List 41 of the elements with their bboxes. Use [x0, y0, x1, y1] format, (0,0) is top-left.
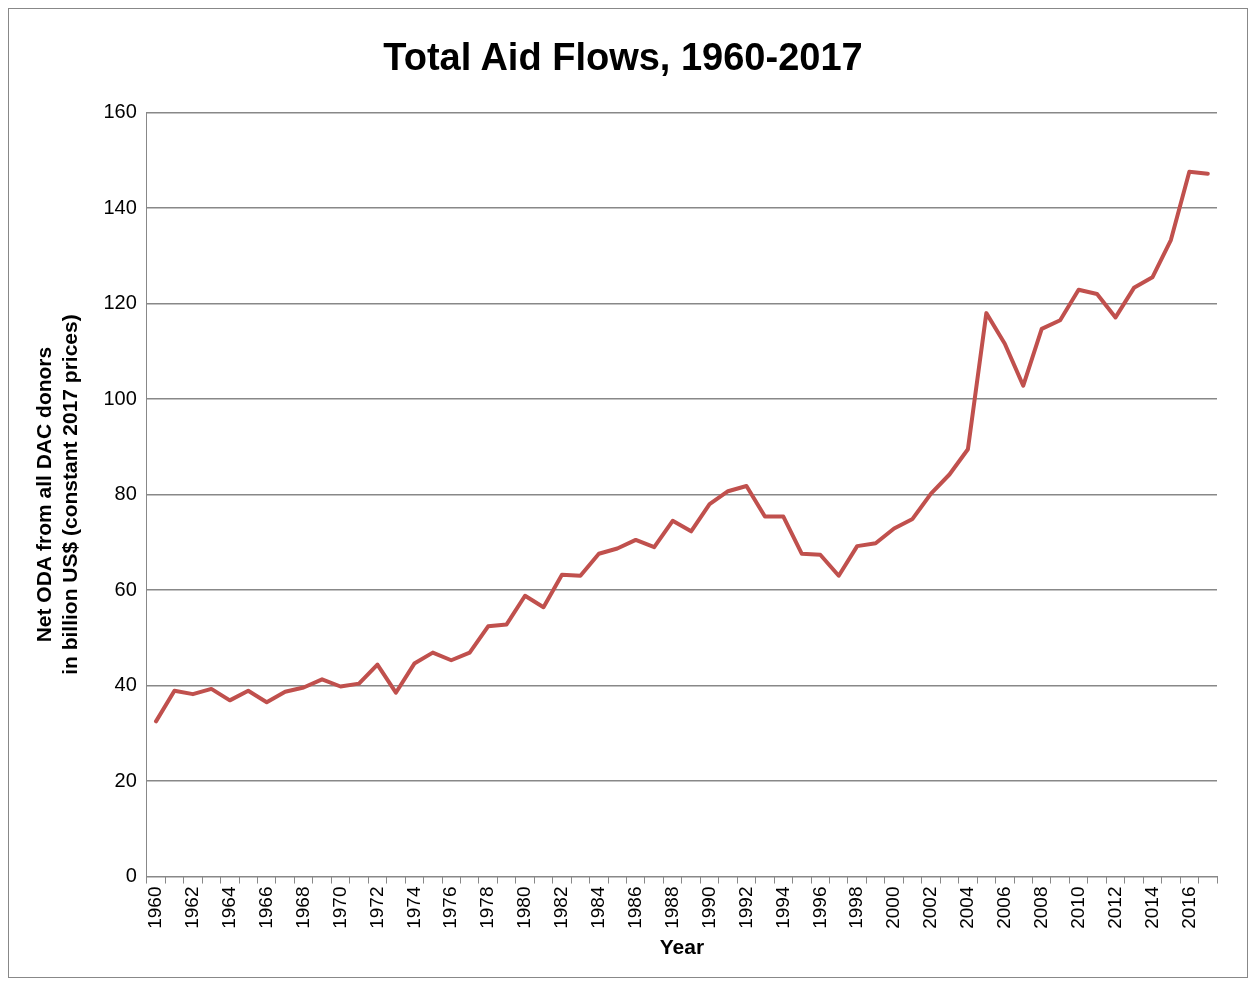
- x-tick-label: 2008: [1029, 886, 1051, 929]
- y-tick-label: 60: [114, 577, 137, 600]
- x-tick-label: 1974: [402, 886, 424, 929]
- x-tick-label: 1970: [328, 886, 350, 929]
- x-tick-label: 2012: [1103, 886, 1125, 929]
- x-tick-label: 2004: [956, 886, 978, 929]
- x-tick-label: 1976: [439, 886, 461, 929]
- x-tick-label: 1992: [734, 886, 756, 929]
- x-tick-label: 1988: [660, 886, 682, 929]
- y-tick-label: 80: [114, 482, 137, 505]
- x-tick-label: 2006: [993, 886, 1015, 929]
- x-tick-label: 1978: [476, 886, 498, 929]
- x-tick-label: 1966: [254, 886, 276, 929]
- x-tick-label: 1972: [365, 886, 387, 929]
- x-tick-label: 2010: [1066, 886, 1088, 929]
- x-tick-label: 1968: [291, 886, 313, 929]
- x-tick-label: 2000: [882, 886, 904, 929]
- x-tick-label: 2014: [1140, 886, 1162, 929]
- x-tick-label: 1990: [697, 886, 719, 929]
- x-tick-label: 2016: [1177, 886, 1199, 929]
- x-tick-label: 1964: [218, 886, 240, 929]
- y-tick-label: 140: [103, 195, 137, 218]
- x-tick-label: 1994: [771, 886, 793, 929]
- x-tick-label: 1998: [845, 886, 867, 929]
- x-tick-label: 1984: [587, 886, 609, 929]
- y-tick-label: 0: [125, 864, 137, 887]
- chart-title: Total Aid Flows, 1960-2017: [383, 36, 863, 79]
- x-tick-label: 1962: [181, 886, 203, 929]
- x-axis-title: Year: [659, 935, 705, 959]
- y-tick-label: 40: [114, 673, 137, 696]
- y-axis-title: Net ODA from all DAC donors in billion US$ (constant 2017 prices): [32, 314, 81, 675]
- x-tick-label: 1986: [623, 886, 645, 929]
- y-tick-label: 120: [103, 291, 137, 314]
- y-tick-label: 20: [114, 768, 137, 791]
- x-tick-label: 1960: [144, 886, 166, 929]
- y-tick-label: 160: [103, 100, 137, 123]
- x-tick-label: 1982: [550, 886, 572, 929]
- x-tick-label: 2002: [919, 886, 941, 929]
- y-tick-label: 100: [103, 386, 137, 409]
- x-tick-label: 1980: [513, 886, 535, 929]
- x-tick-label: 1996: [808, 886, 830, 929]
